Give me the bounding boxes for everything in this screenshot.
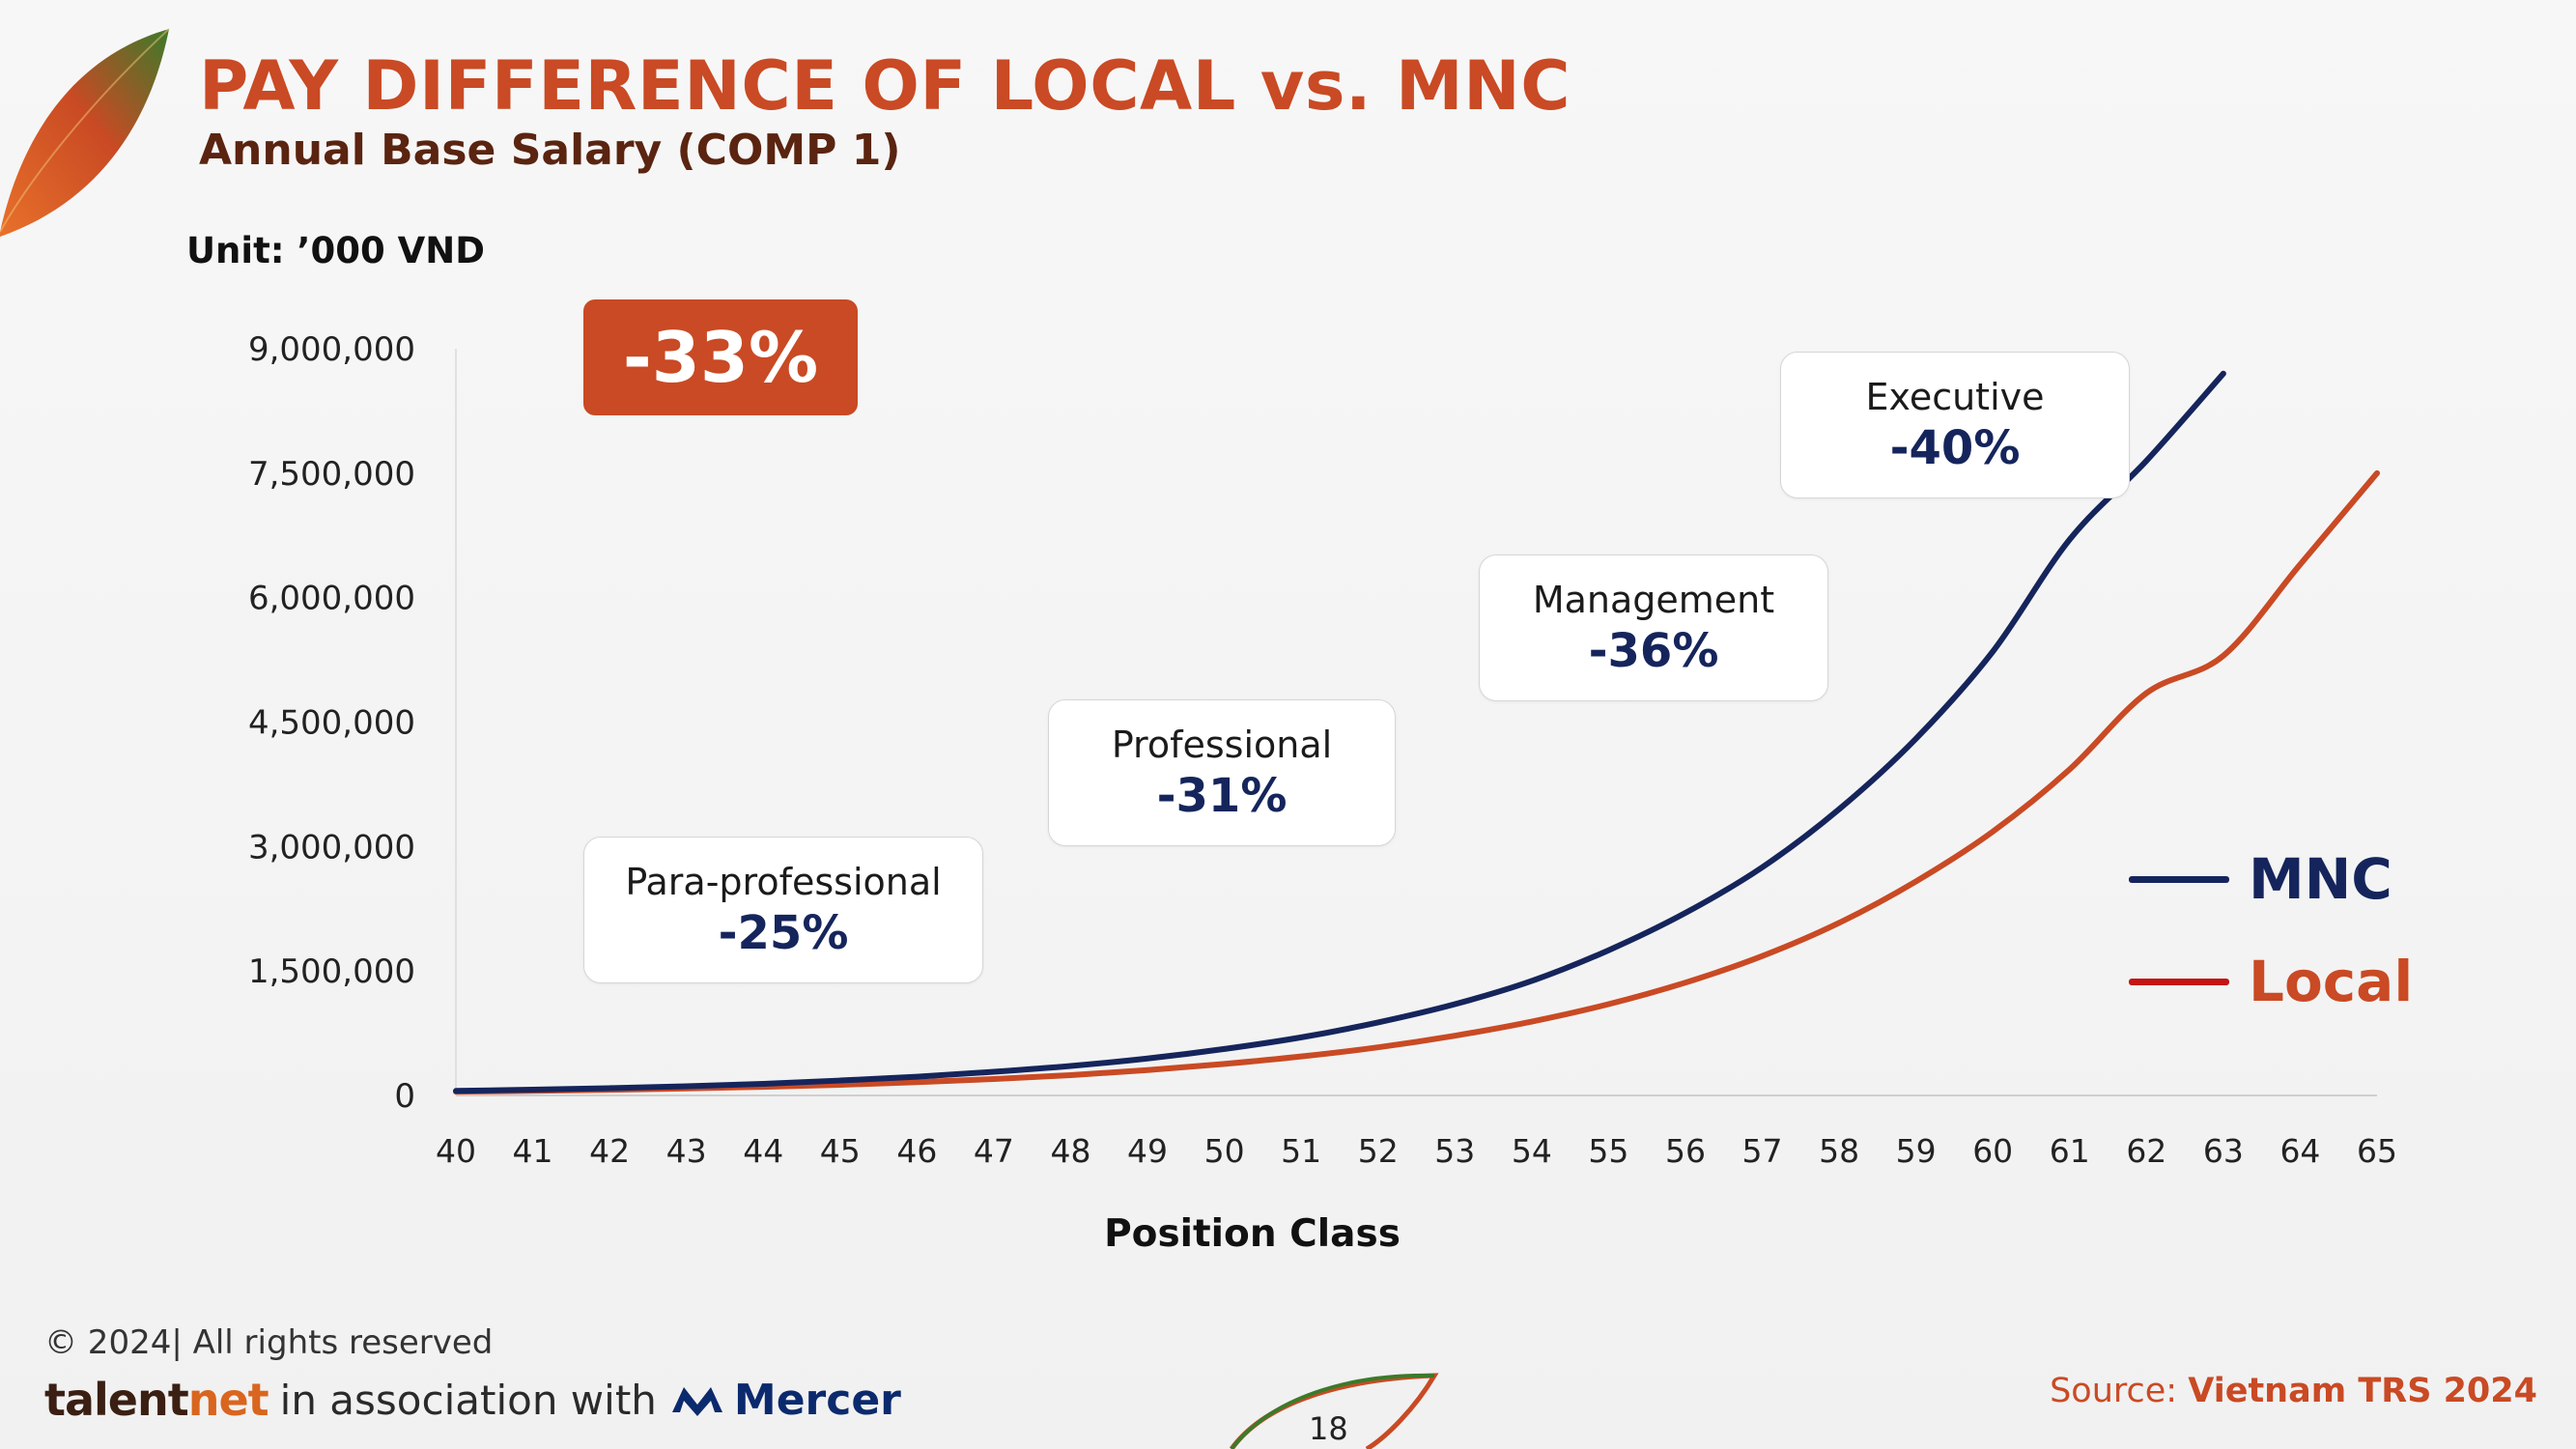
x-tick-label: 62 bbox=[2126, 1132, 2166, 1170]
x-tick-label: 43 bbox=[666, 1132, 707, 1170]
y-tick-label: 6,000,000 bbox=[248, 580, 415, 618]
unit-label: Unit: ’000 VND bbox=[186, 230, 485, 271]
callout-value: -25% bbox=[718, 905, 849, 960]
callout-professional: Professional -31% bbox=[1048, 699, 1396, 846]
x-tick-label: 49 bbox=[1127, 1132, 1168, 1170]
x-tick-label: 41 bbox=[513, 1132, 553, 1170]
x-tick-label: 58 bbox=[1819, 1132, 1859, 1170]
callout-management: Management -36% bbox=[1479, 554, 1828, 701]
brand-footer: talentnet in association with Mercer bbox=[44, 1374, 901, 1426]
x-tick-label: 63 bbox=[2203, 1132, 2244, 1170]
y-tick-label: 0 bbox=[394, 1077, 415, 1116]
x-tick-label: 65 bbox=[2357, 1132, 2397, 1170]
copyright-text: © 2024| All rights reserved bbox=[44, 1323, 494, 1362]
x-tick-label: 44 bbox=[743, 1132, 783, 1170]
callout-value: -36% bbox=[1588, 623, 1719, 678]
series-line-mnc bbox=[453, 370, 2226, 1094]
page-number: 18 bbox=[1309, 1410, 1348, 1447]
x-tick-label: 42 bbox=[589, 1132, 630, 1170]
series-line-local bbox=[453, 469, 2380, 1095]
x-tick-label: 61 bbox=[2050, 1132, 2090, 1170]
callout-value: -40% bbox=[1889, 420, 2021, 475]
x-tick-label: 54 bbox=[1512, 1132, 1552, 1170]
y-tick-label: 1,500,000 bbox=[248, 952, 415, 991]
callout-para-professional: Para-professional -25% bbox=[583, 837, 983, 983]
callout-executive: Executive -40% bbox=[1780, 352, 2130, 498]
callout-label: Executive bbox=[1865, 375, 2045, 418]
legend-item-local: Local bbox=[2129, 949, 2413, 1014]
callout-label: Professional bbox=[1111, 723, 1333, 766]
mercer-logo-icon bbox=[671, 1387, 722, 1416]
y-tick-label: 7,500,000 bbox=[248, 455, 415, 494]
legend-label-local: Local bbox=[2249, 949, 2414, 1014]
page-number-leaf-graphic bbox=[1229, 1373, 1439, 1449]
x-tick-label: 40 bbox=[436, 1132, 476, 1170]
callout-label: Para-professional bbox=[625, 860, 942, 903]
x-tick-label: 53 bbox=[1434, 1132, 1475, 1170]
source-note: Source: Vietnam TRS 2024 bbox=[2050, 1372, 2537, 1410]
source-value: Vietnam TRS 2024 bbox=[2188, 1372, 2537, 1410]
association-text: in association with bbox=[279, 1376, 657, 1424]
x-tick-label: 56 bbox=[1665, 1132, 1706, 1170]
legend-swatch-mnc bbox=[2129, 875, 2229, 883]
x-tick-label: 51 bbox=[1281, 1132, 1321, 1170]
page-title: PAY DIFFERENCE OF LOCAL vs. MNC bbox=[199, 46, 1571, 126]
callout-label: Management bbox=[1532, 578, 1775, 621]
x-tick-label: 45 bbox=[820, 1132, 861, 1170]
x-tick-label: 60 bbox=[1972, 1132, 2013, 1170]
x-tick-label: 52 bbox=[1358, 1132, 1399, 1170]
y-tick-label: 3,000,000 bbox=[248, 828, 415, 867]
x-tick-label: 46 bbox=[896, 1132, 937, 1170]
legend-item-mnc: MNC bbox=[2129, 846, 2392, 912]
source-label: Source: bbox=[2050, 1372, 2178, 1410]
x-tick-label: 55 bbox=[1588, 1132, 1628, 1170]
x-tick-label: 48 bbox=[1050, 1132, 1090, 1170]
page-subtitle: Annual Base Salary (COMP 1) bbox=[199, 126, 901, 175]
callout-value: -31% bbox=[1156, 768, 1288, 823]
x-tick-label: 59 bbox=[1896, 1132, 1937, 1170]
mercer-logo-text: Mercer bbox=[733, 1375, 901, 1425]
x-tick-label: 47 bbox=[974, 1132, 1014, 1170]
overall-difference-badge: -33% bbox=[583, 299, 858, 415]
legend-label-mnc: MNC bbox=[2249, 846, 2392, 912]
y-tick-label: 9,000,000 bbox=[248, 330, 415, 369]
y-tick-label: 4,500,000 bbox=[248, 704, 415, 743]
x-axis-title: Position Class bbox=[1104, 1212, 1401, 1256]
legend-swatch-local bbox=[2129, 978, 2229, 985]
x-tick-label: 64 bbox=[2279, 1132, 2320, 1170]
x-tick-label: 57 bbox=[1742, 1132, 1783, 1170]
x-tick-label: 50 bbox=[1204, 1132, 1245, 1170]
talentnet-logo: talentnet bbox=[44, 1374, 269, 1426]
brand-leaf-graphic bbox=[0, 28, 170, 237]
